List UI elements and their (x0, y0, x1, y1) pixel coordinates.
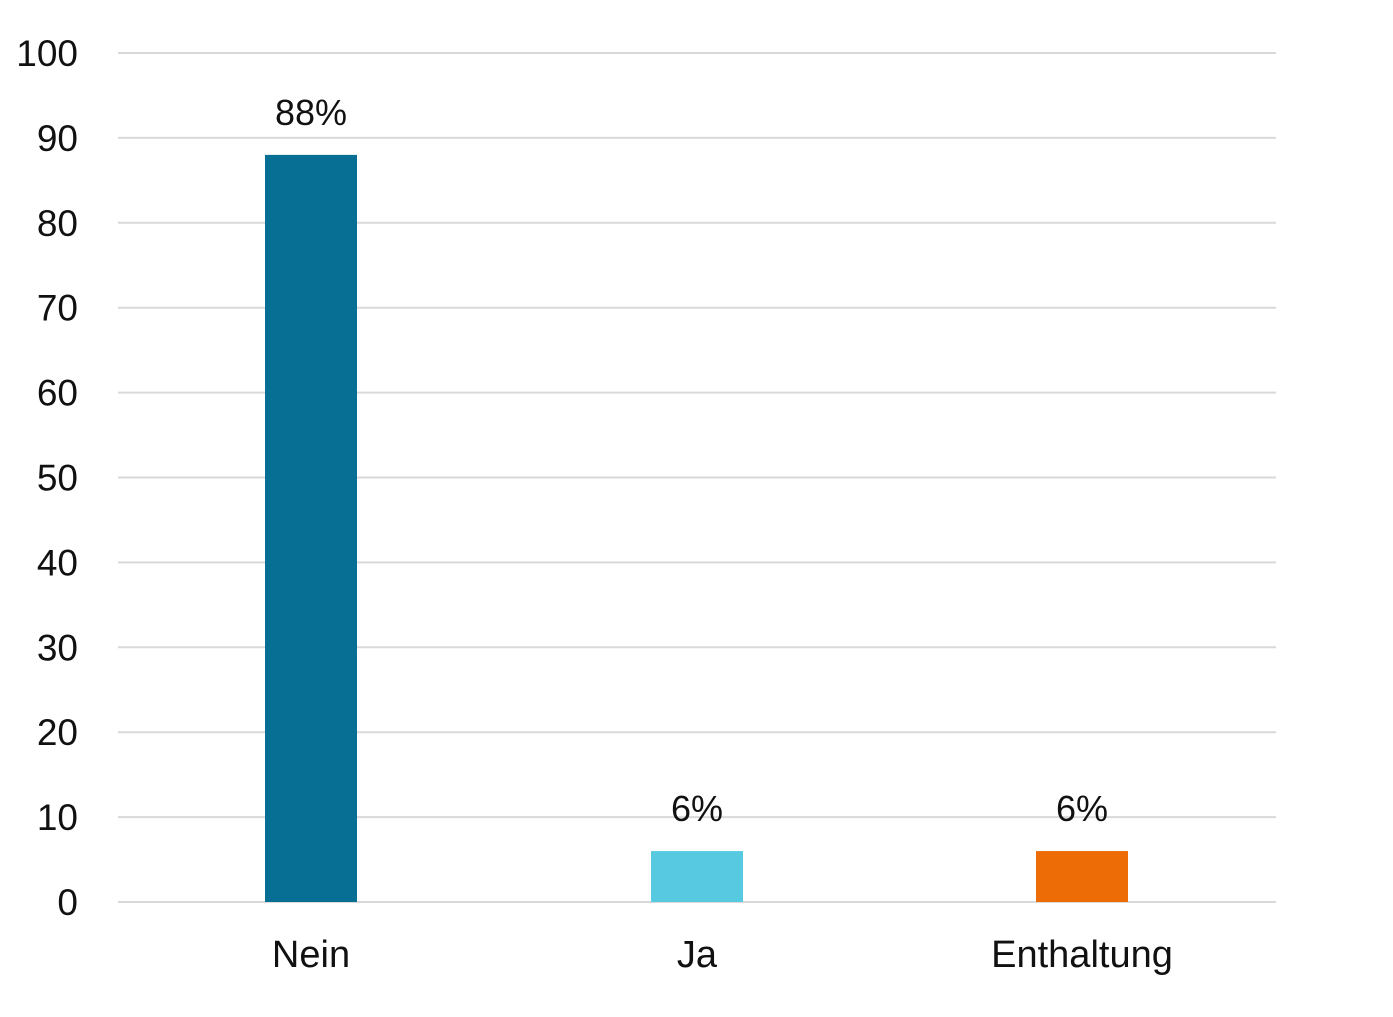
bar-ja (651, 851, 743, 902)
data-label-nein: 88% (275, 92, 347, 133)
y-tick-label: 30 (37, 627, 78, 668)
y-tick-label: 40 (37, 542, 78, 583)
y-tick-label: 60 (37, 373, 78, 414)
bars (265, 154, 1128, 902)
y-tick-label: 0 (57, 882, 78, 923)
bar-enthaltung (1036, 851, 1128, 902)
y-axis-ticks: 0 10 20 30 40 50 60 70 80 90 100 (16, 33, 78, 923)
y-tick-label: 90 (37, 118, 78, 159)
y-tick-label: 10 (37, 797, 78, 838)
y-tick-label: 20 (37, 712, 78, 753)
data-label-ja: 6% (671, 788, 723, 829)
x-category-label: Nein (272, 934, 350, 976)
data-label-enthaltung: 6% (1056, 788, 1108, 829)
y-tick-label: 100 (16, 33, 78, 74)
x-category-label: Enthaltung (991, 934, 1173, 976)
x-category-label: Ja (677, 934, 718, 976)
y-tick-label: 80 (37, 203, 78, 244)
x-axis-categories: Nein Ja Enthaltung (272, 934, 1173, 976)
y-tick-label: 50 (37, 458, 78, 499)
data-labels: 88% 6% 6% (275, 92, 1108, 829)
bar-nein (265, 154, 357, 902)
y-tick-label: 70 (37, 288, 78, 329)
